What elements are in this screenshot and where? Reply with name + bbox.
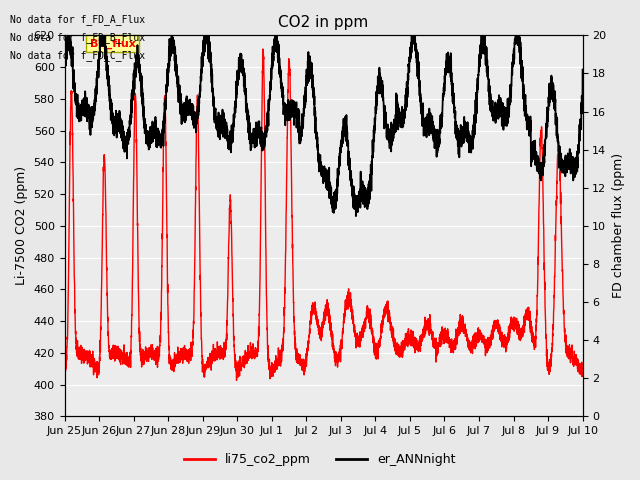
Legend: li75_co2_ppm, er_ANNnight: li75_co2_ppm, er_ANNnight [179, 448, 461, 471]
Text: No data for f_FD_A_Flux: No data for f_FD_A_Flux [10, 13, 145, 24]
Text: BC_flux: BC_flux [90, 38, 136, 48]
Y-axis label: Li-7500 CO2 (ppm): Li-7500 CO2 (ppm) [15, 167, 28, 286]
Y-axis label: FD chamber flux (ppm): FD chamber flux (ppm) [612, 153, 625, 299]
Title: CO2 in ppm: CO2 in ppm [278, 15, 369, 30]
Text: No data for f_FD_C_Flux: No data for f_FD_C_Flux [10, 50, 145, 61]
Text: No data for f_FD_B_Flux: No data for f_FD_B_Flux [10, 32, 145, 43]
